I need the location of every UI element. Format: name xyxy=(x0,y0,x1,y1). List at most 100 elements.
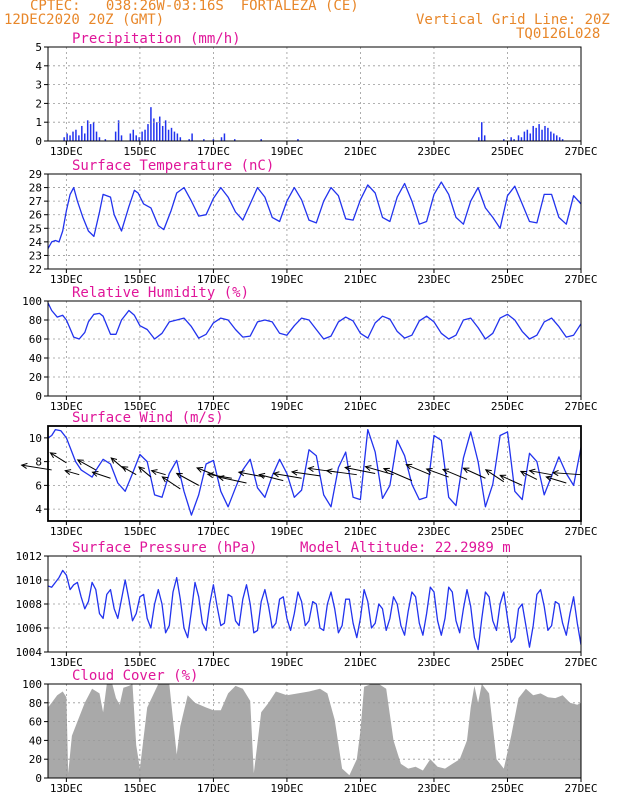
x-tick-label: 23DEC xyxy=(417,273,450,286)
x-tick-label: 19DEC xyxy=(270,273,303,286)
panel-title: Precipitation (mm/h) xyxy=(72,31,241,47)
precip-bar xyxy=(513,139,515,141)
y-tick-label: 0 xyxy=(35,772,42,785)
precip-bar xyxy=(529,133,532,141)
precip-bar xyxy=(75,129,77,141)
x-tick-label: 23DEC xyxy=(417,656,450,669)
precip-bar xyxy=(167,129,170,141)
precip-bar xyxy=(117,120,120,141)
precip-bar xyxy=(481,122,483,141)
x-tick-label: 15DEC xyxy=(123,400,156,413)
y-tick-label: 40 xyxy=(29,734,42,747)
y-tick-label: 29 xyxy=(29,168,42,181)
x-tick-label: 17DEC xyxy=(197,400,230,413)
x-tick-label: 27DEC xyxy=(564,273,597,286)
wind-arrow xyxy=(529,470,552,476)
x-tick-label: 15DEC xyxy=(123,273,156,286)
precip-bar xyxy=(147,124,149,141)
precip-bar xyxy=(81,125,83,141)
y-tick-label: 60 xyxy=(29,333,42,346)
panel-title: Surface Pressure (hPa) xyxy=(72,540,257,556)
precip-bar xyxy=(541,129,543,141)
y-tick-label: 1006 xyxy=(16,622,43,635)
wind-arrow-head xyxy=(175,472,183,479)
y-tick-label: 24 xyxy=(29,236,43,249)
precip-bar xyxy=(538,124,540,141)
precip-bar xyxy=(69,135,71,141)
x-tick-label: 15DEC xyxy=(123,525,156,538)
precip-bar xyxy=(260,139,262,141)
precip-bar xyxy=(141,131,143,141)
wind-arrow xyxy=(406,464,431,476)
wind-arrow-head xyxy=(76,459,84,466)
y-tick-label: 2 xyxy=(35,97,42,110)
precip-bar xyxy=(523,131,526,141)
y-tick-label: 20 xyxy=(29,371,42,384)
model-altitude: Model Altitude: 22.2989 m xyxy=(300,540,511,556)
precip-bar xyxy=(156,122,158,141)
precip-bar xyxy=(550,131,552,141)
wind-arrow xyxy=(345,467,376,474)
precip-bar xyxy=(84,133,86,141)
wind-arrow xyxy=(552,472,582,476)
wind-arrow-head xyxy=(325,468,333,475)
precip-bar xyxy=(63,137,65,141)
wind-arrow-head xyxy=(528,468,536,475)
wind-arrow-head xyxy=(499,474,507,481)
precip-bar xyxy=(555,135,558,141)
precip-bar xyxy=(478,137,480,141)
x-tick-label: 27DEC xyxy=(564,525,597,538)
series-line xyxy=(48,181,581,249)
precip-bar xyxy=(176,133,179,141)
wind-arrow-head xyxy=(519,470,527,477)
y-tick-label: 23 xyxy=(29,249,42,262)
y-tick-label: 100 xyxy=(22,678,42,691)
wind-arrow xyxy=(485,469,505,483)
x-tick-label: 19DEC xyxy=(270,145,303,158)
precip-bar xyxy=(170,127,173,141)
panel-wind: 4 6 8 10 13DEC 15DEC 17DEC 19DEC 21DEC 23DEC 25DEC… xyxy=(20,410,598,538)
x-tick-label: 13DEC xyxy=(50,400,83,413)
wind-arrow xyxy=(162,476,181,490)
panel-frame xyxy=(47,46,582,142)
y-tick-label: 1008 xyxy=(16,598,43,611)
wind-arrow-head xyxy=(484,469,492,476)
y-tick-label: 1004 xyxy=(16,646,43,659)
y-tick-label: 1010 xyxy=(16,574,43,587)
precip-bar xyxy=(72,131,74,141)
precip-bar xyxy=(158,116,161,141)
wind-arrow-head xyxy=(462,467,470,474)
precip-bar xyxy=(532,125,534,141)
precip-bar xyxy=(233,139,236,141)
x-tick-label: 21DEC xyxy=(344,525,377,538)
x-tick-label: 19DEC xyxy=(270,656,303,669)
precip-bar xyxy=(135,135,137,141)
wind-arrow xyxy=(151,470,166,476)
wind-arrow xyxy=(218,476,247,484)
precip-bar xyxy=(95,131,98,141)
precip-bar xyxy=(535,127,537,141)
x-tick-label: 21DEC xyxy=(344,656,377,669)
precip-bar xyxy=(203,139,205,141)
wind-arrow-head xyxy=(425,467,433,474)
precip-bar xyxy=(188,139,190,141)
precip-bar xyxy=(553,133,555,141)
panel-precip: 0 1 2 3 4 5 13DEC 15DEC 17DEC 19DEC 21DEC 23DEC 25DE… xyxy=(35,31,597,158)
y-tick-label: 20 xyxy=(29,753,42,766)
precip-bar xyxy=(191,133,193,141)
y-tick-label: 8 xyxy=(35,456,42,469)
panel-frame xyxy=(47,425,582,522)
wind-arrow xyxy=(121,466,137,476)
y-tick-label: 3 xyxy=(35,79,42,92)
wind-arrow xyxy=(426,468,449,478)
x-tick-label: 27DEC xyxy=(564,656,597,669)
x-tick-label: 27DEC xyxy=(564,400,597,413)
wind-arrow xyxy=(196,467,218,477)
x-tick-label: 21DEC xyxy=(344,782,377,795)
wind-arrow xyxy=(442,468,468,480)
precip-bar xyxy=(526,129,529,141)
x-tick-label: 17DEC xyxy=(197,145,230,158)
station-line: CPTEC: 038:26W-03:16S FORTALEZA (CE) xyxy=(30,0,359,14)
panel-frame xyxy=(47,683,582,779)
